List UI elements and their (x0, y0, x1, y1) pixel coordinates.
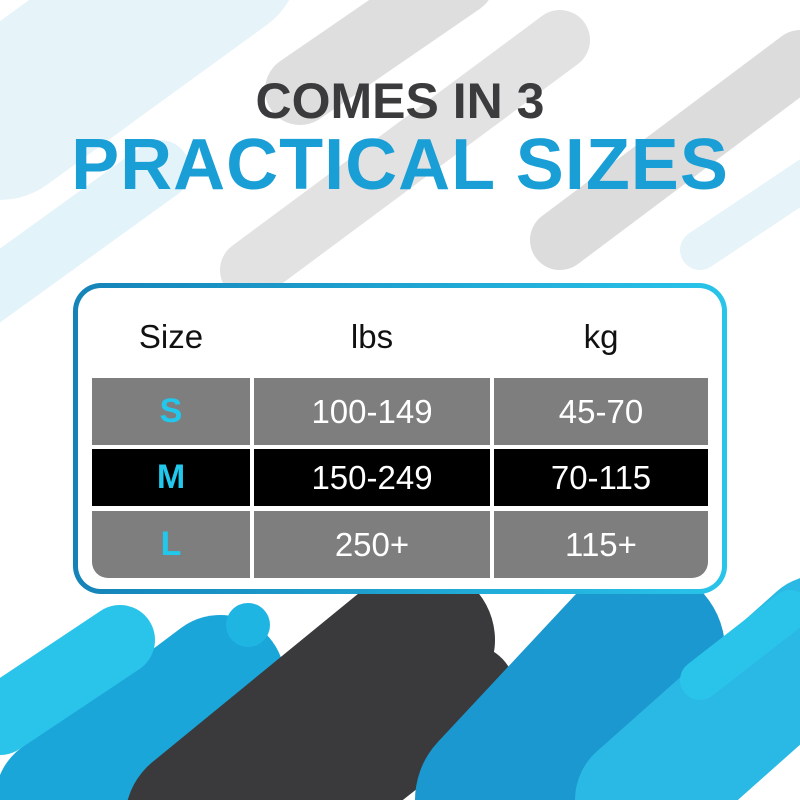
header-kg: kg (583, 318, 619, 355)
row-l-size: L (92, 511, 250, 578)
row-m-kg: 70-115 (494, 449, 708, 506)
row-s-kg: 45-70 (494, 378, 708, 445)
header-lbs: lbs (350, 318, 394, 355)
header-size: Size (138, 318, 204, 355)
size-chart-table: Size lbs kg S 100-149 45-70 M 150-249 70… (78, 288, 722, 589)
row-l-kg: 115+ (494, 511, 708, 578)
row-s-lbs: 100-149 (254, 378, 490, 445)
row-m-size: M (92, 449, 250, 506)
heading-line-2: PRACTICAL SIZES (71, 125, 729, 205)
size-chart-card: Size lbs kg S 100-149 45-70 M 150-249 70… (73, 283, 727, 594)
row-l-lbs: 250+ (254, 511, 490, 578)
heading-line-1: COMES IN 3 (255, 73, 545, 129)
row-s-size: S (92, 378, 250, 445)
row-m-lbs: 150-249 (254, 449, 490, 506)
